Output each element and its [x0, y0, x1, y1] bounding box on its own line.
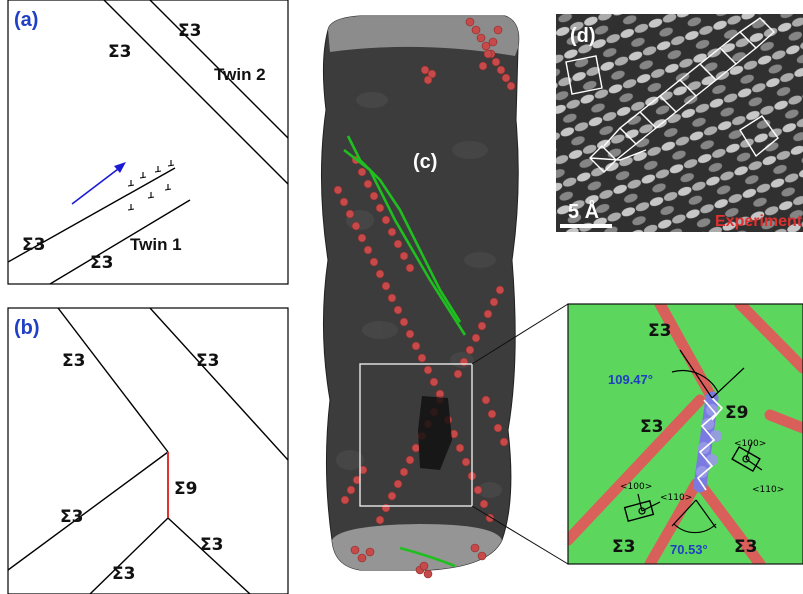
panel-a-sigma-bl2: Σ3	[90, 253, 113, 273]
boundary-atoms	[568, 304, 803, 564]
twin-boundary-atoms	[333, 17, 516, 579]
panel-a-letter: (a)	[14, 9, 38, 31]
panel-e: Σ3 109.47° Σ9 Σ3 <100> <110> <100> <110>…	[567, 303, 803, 565]
experiment-caption: Experiment	[715, 213, 803, 230]
panel-a-sigma-bl1: Σ3	[22, 235, 45, 255]
panel-e-frame	[567, 303, 803, 565]
b-line-lower-left	[8, 451, 169, 571]
twin2-boundary-right	[149, 0, 288, 139]
twin1-label: Twin 1	[130, 235, 182, 254]
stem-image-lattice	[556, 14, 803, 232]
dislocation-symbols	[127, 160, 175, 211]
panel-b-sigma-bl: Σ3	[60, 507, 83, 527]
panel-b-sigma-br: Σ3	[200, 535, 223, 555]
dir-110-left: <110>	[660, 493, 692, 503]
b-line-lower-right	[167, 517, 251, 594]
panel-a-sigma-top: Σ3	[108, 42, 131, 62]
scale-bar	[560, 224, 612, 228]
panel-b-frame	[7, 307, 289, 594]
twin2-boundary-left	[103, 0, 288, 185]
angle-109-label: 109.47°	[608, 372, 653, 387]
slip-arrow-head	[114, 162, 126, 173]
surface-texture	[336, 92, 502, 498]
b-line-lower-mid	[89, 517, 169, 594]
junction-core	[418, 396, 452, 470]
panel-e-sigma-left: Σ3	[640, 417, 663, 437]
panel-e-sigma-top: Σ3	[648, 321, 671, 341]
panel-e-sigma-bl: Σ3	[612, 537, 635, 557]
panel-b-sigma-tl: Σ3	[62, 351, 85, 371]
dir-100-right: <100>	[734, 439, 766, 449]
angle-70-label: 70.53°	[670, 542, 708, 557]
orientation-glyph-right	[731, 441, 763, 473]
b-line-upper-right	[149, 308, 288, 461]
panel-b-sigma9: Σ9	[174, 479, 197, 499]
panel-b-sigma-bm: Σ3	[112, 564, 135, 584]
panel-c-letter: (c)	[413, 151, 437, 173]
zoom-connector-bottom	[471, 505, 569, 565]
dir-100-left: <100>	[620, 482, 652, 492]
panel-e-sigma9: Σ9	[725, 403, 748, 423]
panel-c: (c)	[320, 15, 569, 579]
panel-b: (b) Σ3 Σ3 Σ9 Σ3 Σ3 Σ3	[7, 307, 289, 594]
panel-d-letter: (d)	[570, 25, 596, 47]
panel-b-letter: (b)	[14, 317, 40, 339]
twin2-label: Twin 2	[214, 65, 266, 84]
stem-overlay-cells	[565, 17, 779, 173]
panel-a-frame	[7, 0, 289, 285]
slip-direction-arrow	[71, 165, 123, 205]
dir-110-right: <110>	[752, 485, 784, 495]
twin1-boundary-right	[49, 199, 191, 284]
panel-b-sigma-tr: Σ3	[196, 351, 219, 371]
orientation-glyph-left	[623, 493, 661, 522]
panel-a: (a) Σ3 Σ3 Twin 2 Σ3 Σ3 Twin 1	[7, 0, 289, 285]
panel-e-sigma-br: Σ3	[734, 537, 757, 557]
twin1-boundary-left	[8, 167, 176, 263]
panel-d: 5 Å Experiment (d)	[556, 14, 803, 232]
dislocation-lines-green	[343, 135, 467, 568]
b-line-upper-left	[57, 308, 169, 453]
panel-a-sigma-top2: Σ3	[178, 21, 201, 41]
zoom-region-box	[359, 363, 473, 507]
angle-arcs	[671, 349, 745, 534]
bottom-cap	[332, 524, 502, 570]
scale-bar-label: 5 Å	[568, 199, 599, 223]
zoom-connector-top	[471, 303, 569, 365]
